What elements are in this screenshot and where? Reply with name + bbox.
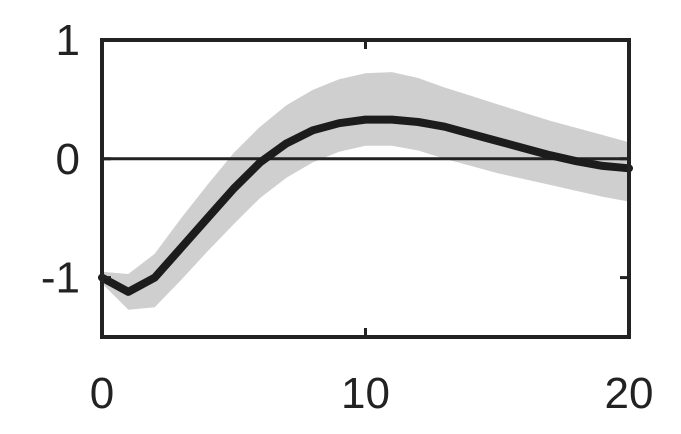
y-tick-label: -1 [41, 254, 80, 303]
x-tick-label: 10 [341, 369, 390, 418]
series-line [98, 115, 633, 296]
y-tick-label: 0 [56, 135, 80, 184]
plot-area [98, 72, 633, 310]
tick-labels: 0 10 20 -1 0 1 [41, 16, 654, 418]
y-tick-label: 1 [56, 16, 80, 65]
x-tick-label: 0 [90, 369, 114, 418]
tick-marks [100, 38, 631, 337]
confidence-band [102, 72, 629, 310]
x-tick-label: 20 [605, 369, 654, 418]
